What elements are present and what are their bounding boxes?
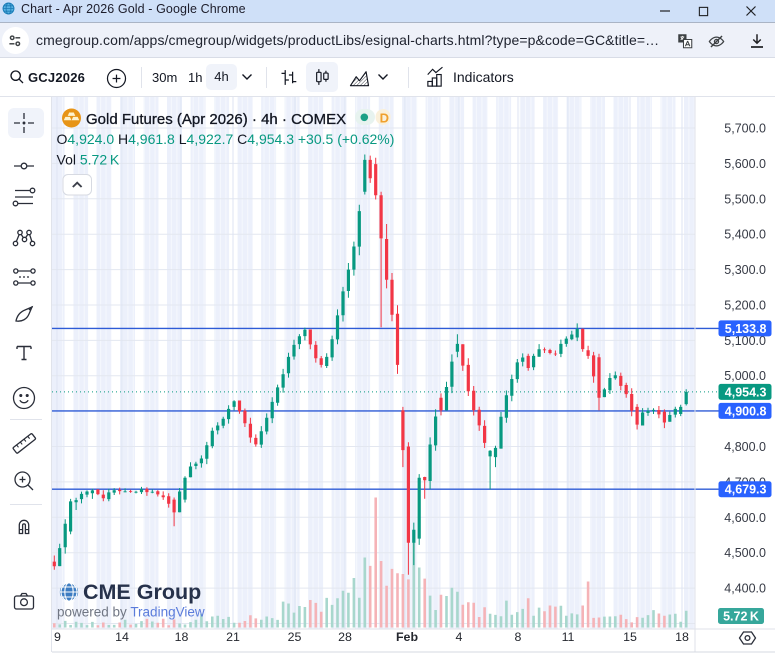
svg-text:Feb: Feb [396,630,418,644]
svg-text:4,954.3: 4,954.3 [725,385,767,399]
svg-text:28: 28 [338,630,352,644]
svg-text:5,400.0: 5,400.0 [724,228,766,242]
svg-text:15: 15 [623,630,637,644]
svg-text:5,100.0: 5,100.0 [724,334,766,348]
svg-text:Gold Futures (Apr 2026) · 4h ·: Gold Futures (Apr 2026) · 4h · COMEX [86,111,346,128]
svg-text:D: D [380,110,389,125]
svg-text:5,600.0: 5,600.0 [724,157,766,171]
svg-text:4,800.0: 4,800.0 [724,440,766,454]
svg-text:4,500.0: 4,500.0 [724,546,766,560]
svg-text:O4,924.0 H4,961.8 L4,922.7 C4,: O4,924.0 H4,961.8 L4,922.7 C4,954.3 +30.… [57,131,395,147]
svg-text:18: 18 [175,630,189,644]
svg-text:4,679.3: 4,679.3 [725,483,767,497]
svg-text:25: 25 [288,630,302,644]
svg-text:5,200.0: 5,200.0 [724,299,766,313]
svg-text:5,000.0: 5,000.0 [724,369,766,383]
svg-text:5,300.0: 5,300.0 [724,263,766,277]
svg-text:4,600.0: 4,600.0 [724,511,766,525]
svg-text:5,500.0: 5,500.0 [724,192,766,206]
svg-text:4,400.0: 4,400.0 [724,582,766,596]
svg-text:5,700.0: 5,700.0 [724,122,766,136]
svg-text:21: 21 [226,630,240,644]
svg-text:4: 4 [456,630,463,644]
svg-text:CME Group: CME Group [83,580,201,604]
svg-text:Vol 5.72 K: Vol 5.72 K [57,152,120,168]
svg-text:4,900.8: 4,900.8 [725,404,767,418]
svg-text:9: 9 [54,630,61,644]
svg-text:11: 11 [562,630,575,644]
svg-text:5,133.8: 5,133.8 [725,322,767,336]
svg-text:8: 8 [515,630,522,644]
svg-text:powered by TradingView: powered by TradingView [57,605,205,620]
svg-text:5.72 K: 5.72 K [723,610,759,624]
svg-text:18: 18 [675,630,689,644]
svg-text:14: 14 [115,630,129,644]
